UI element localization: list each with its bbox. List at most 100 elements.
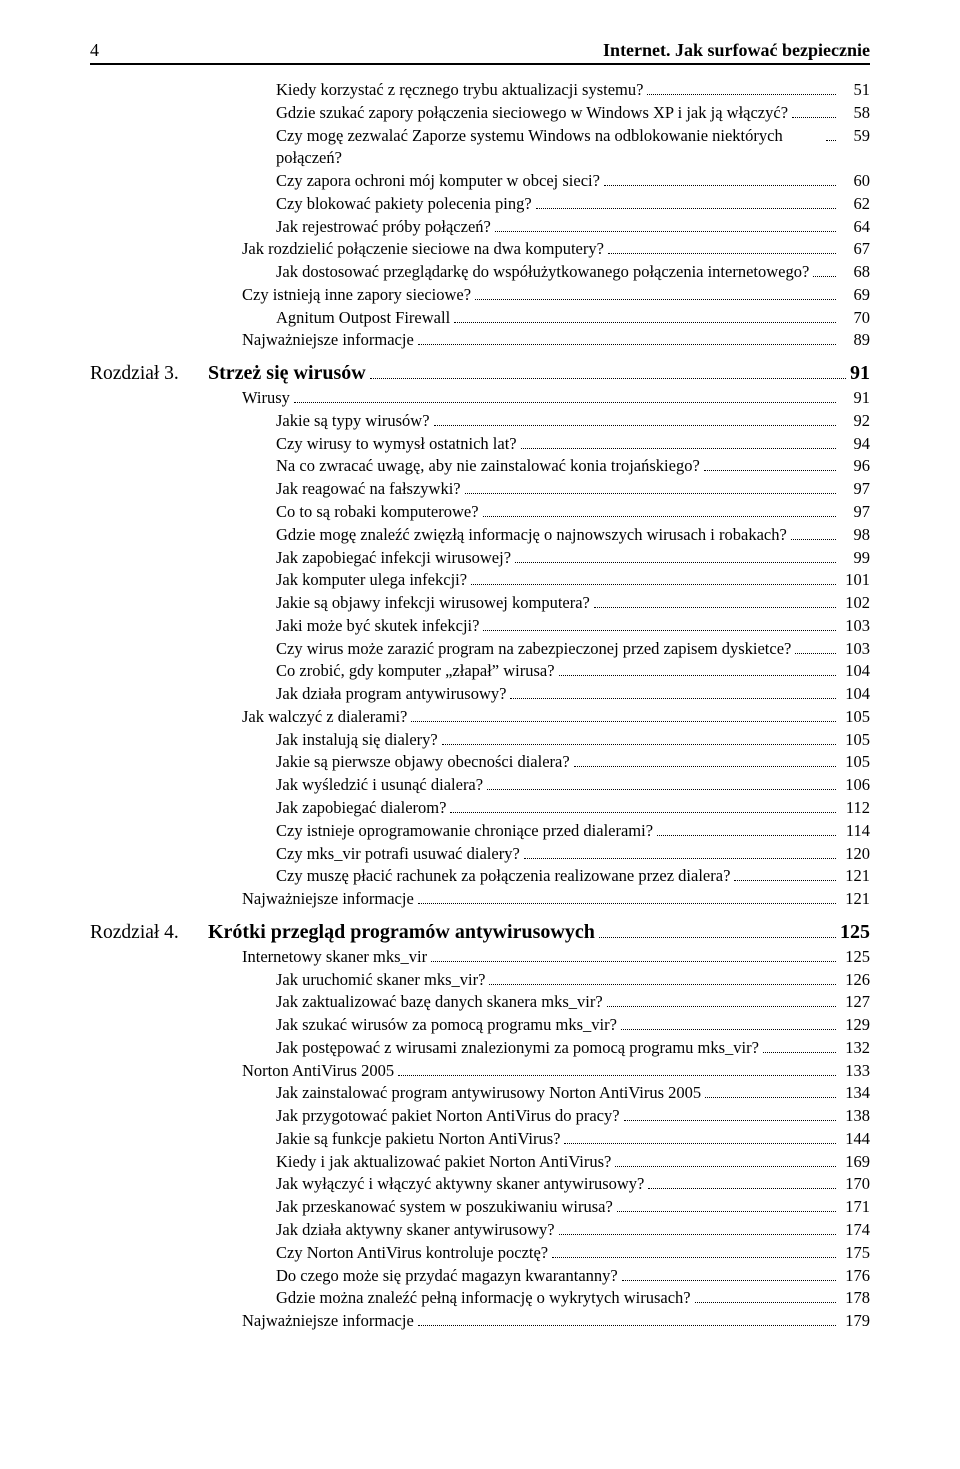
toc-label: Gdzie szukać zapory połączenia siecioweg… (276, 102, 788, 125)
toc-line: Jak działa program antywirusowy?104 (208, 683, 870, 706)
leader (624, 1108, 836, 1121)
toc-label: Jak zaktualizować bazę danych skanera mk… (276, 991, 603, 1014)
toc-line: Czy Norton AntiVirus kontroluje pocztę? 1… (208, 1242, 870, 1265)
chapter-3-page: 91 (850, 362, 870, 385)
toc-label: Kiedy korzystać z ręcznego trybu aktuali… (276, 79, 643, 102)
toc-line: Czy muszę płacić rachunek za połączenia … (208, 865, 870, 888)
toc-line: Jak reagować na fałszywki?97 (208, 478, 870, 501)
toc-label: Jak instalują się dialery? (276, 729, 438, 752)
leader (734, 868, 836, 881)
leader (521, 436, 836, 449)
toc-page: 70 (840, 307, 870, 330)
toc-label: Jak szukać wirusów za pomocą programu mk… (276, 1014, 617, 1037)
toc-page: 178 (840, 1287, 870, 1310)
toc-page: 138 (840, 1105, 870, 1128)
toc-label: Czy Norton AntiVirus kontroluje pocztę? (276, 1242, 548, 1265)
toc-label: Jak rejestrować próby połączeń? (276, 216, 491, 239)
toc-label: Jak zainstalować program antywirusowy No… (276, 1082, 701, 1105)
chapter-4-label: Rozdział 4. (90, 922, 208, 944)
toc-label: Najważniejsze informacje (242, 888, 414, 911)
leader (418, 332, 836, 345)
leader (559, 1222, 836, 1235)
toc-line: Jakie są pierwsze objawy obecności diale… (208, 751, 870, 774)
chapter-4-page: 125 (840, 921, 870, 944)
leader (795, 640, 836, 653)
toc-pre-block: Kiedy korzystać z ręcznego trybu aktuali… (208, 79, 870, 352)
leader (621, 1017, 836, 1030)
leader (608, 241, 836, 254)
running-title: Internet. Jak surfować bezpiecznie (603, 40, 870, 61)
toc-line: Do czego może się przydać magazyn kwaran… (208, 1265, 870, 1288)
toc-page: 51 (840, 79, 870, 102)
leader (483, 618, 836, 631)
toc-line: Gdzie można znaleźć pełną informację o w… (208, 1287, 870, 1310)
toc-label: Norton AntiVirus 2005 (242, 1060, 394, 1083)
leader (442, 731, 836, 744)
toc-page: 171 (840, 1196, 870, 1219)
toc-page: 94 (840, 433, 870, 456)
toc-line: Kiedy korzystać z ręcznego trybu aktuali… (208, 79, 870, 102)
leader (791, 527, 836, 540)
toc-line: Najważniejsze informacje121 (208, 888, 870, 911)
toc-page: 179 (840, 1310, 870, 1333)
toc-line: Jak przeskanować system w poszukiwaniu w… (208, 1196, 870, 1219)
leader (434, 413, 836, 426)
toc-page: 96 (840, 455, 870, 478)
toc-page: 175 (840, 1242, 870, 1265)
leader (657, 823, 836, 836)
toc-label: Jak przeskanować system w poszukiwaniu w… (276, 1196, 613, 1219)
toc-page: 102 (840, 592, 870, 615)
toc-line: Jak zaktualizować bazę danych skanera mk… (208, 991, 870, 1014)
toc-label: Jak reagować na fałszywki? (276, 478, 461, 501)
toc-page: 60 (840, 170, 870, 193)
toc-page: 69 (840, 284, 870, 307)
toc-line: Jak szukać wirusów za pomocą programu mk… (208, 1014, 870, 1037)
toc-line: Jakie są typy wirusów?92 (208, 410, 870, 433)
leader (594, 595, 836, 608)
toc-line: Czy mks_vir potrafi usuwać dialery?120 (208, 843, 870, 866)
toc-page: 105 (840, 706, 870, 729)
toc-label: Jak działa aktywny skaner antywirusowy? (276, 1219, 555, 1242)
leader (564, 1131, 836, 1144)
toc-page: 176 (840, 1265, 870, 1288)
toc-line: Gdzie szukać zapory połączenia siecioweg… (208, 102, 870, 125)
toc-page: 99 (840, 547, 870, 570)
toc-page: 104 (840, 683, 870, 706)
leader (607, 994, 836, 1007)
toc-page: 58 (840, 102, 870, 125)
toc-page: 129 (840, 1014, 870, 1037)
leader (515, 549, 836, 562)
leader (552, 1245, 836, 1258)
toc-line: Jak uruchomić skaner mks_vir?126 (208, 969, 870, 992)
leader (599, 922, 836, 938)
leader (465, 481, 836, 494)
toc-line: Jak instalują się dialery?105 (208, 729, 870, 752)
toc-label: Jaki może być skutek infekcji? (276, 615, 479, 638)
toc-label: Wirusy (242, 387, 290, 410)
chapter-4-title: Krótki przegląd programów antywirusowych (208, 921, 595, 944)
toc-page: 98 (840, 524, 870, 547)
toc-label: Najważniejsze informacje (242, 329, 414, 352)
toc-line: Czy zapora ochroni mój komputer w obcej … (208, 170, 870, 193)
toc-label: Na co zwracać uwagę, aby nie zainstalowa… (276, 455, 700, 478)
toc-page: 68 (840, 261, 870, 284)
toc-line: Jak wyłączyć i włączyć aktywny skaner an… (208, 1173, 870, 1196)
toc-label: Czy zapora ochroni mój komputer w obcej … (276, 170, 600, 193)
toc-page: 106 (840, 774, 870, 797)
toc-label: Jak walczyć z dialerami? (242, 706, 407, 729)
chapter-4-body: Internetowy skaner mks_vir125Jak uruchom… (208, 946, 870, 1333)
toc-line: Jak walczyć z dialerami? 105 (208, 706, 870, 729)
chapter-3-title: Strzeż się wirusów (208, 362, 366, 385)
leader (763, 1040, 836, 1053)
leader (792, 105, 836, 118)
toc-line: Internetowy skaner mks_vir125 (208, 946, 870, 969)
leader (604, 173, 836, 186)
leader (431, 949, 836, 962)
toc-page: 67 (840, 238, 870, 261)
leader (370, 364, 846, 380)
toc-label: Czy blokować pakiety polecenia ping? (276, 193, 532, 216)
toc-label: Jakie są typy wirusów? (276, 410, 430, 433)
toc-label: Czy wirusy to wymysł ostatnich lat? (276, 433, 517, 456)
toc-label: Jak rozdzielić połączenie sieciowe na dw… (242, 238, 604, 261)
toc-label: Gdzie mogę znaleźć zwięzłą informację o … (276, 524, 787, 547)
